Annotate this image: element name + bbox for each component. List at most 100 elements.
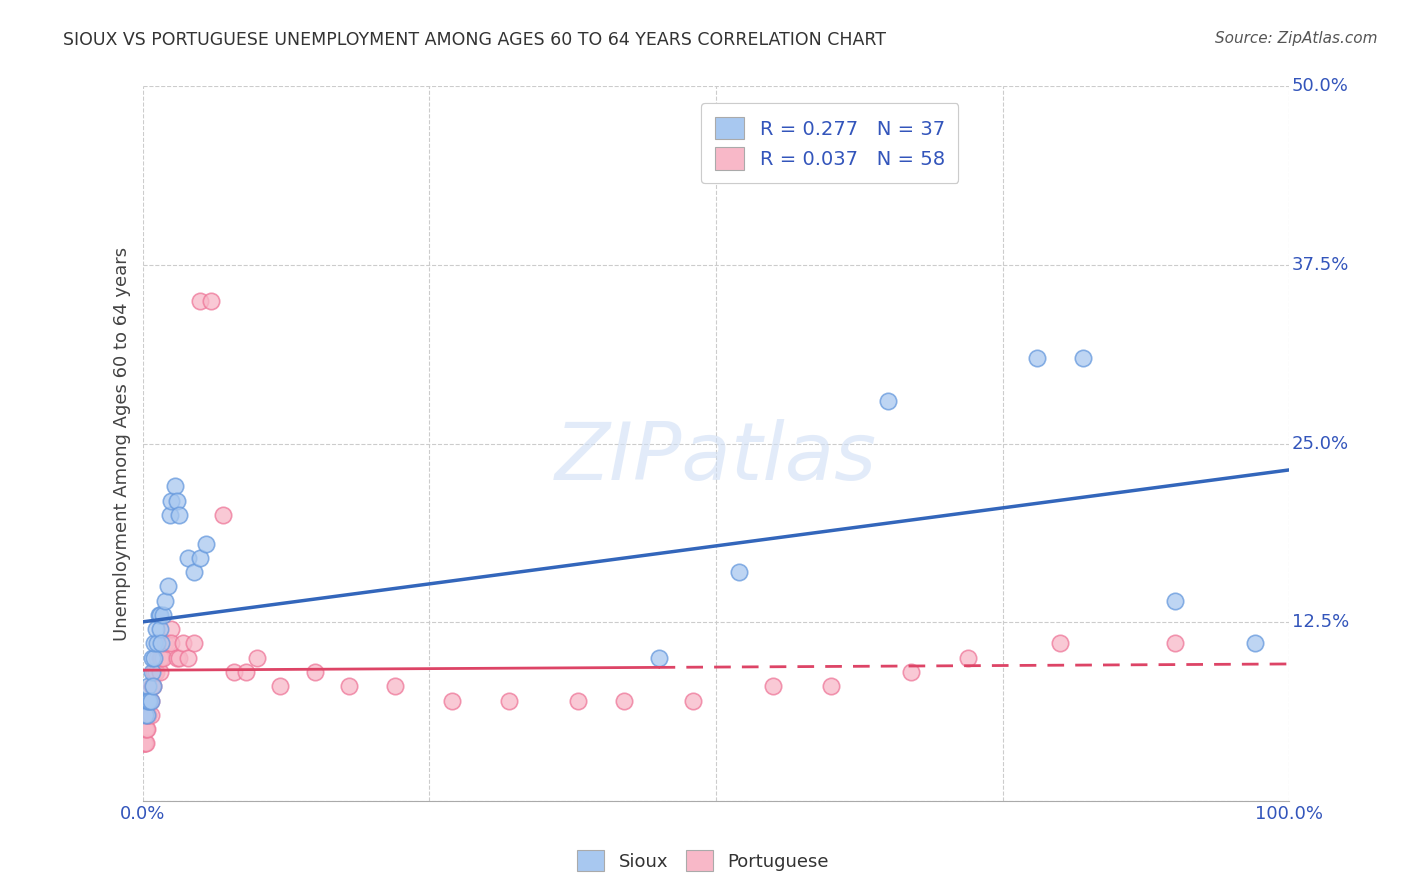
Point	[172, 636, 194, 650]
Point	[762, 679, 785, 693]
Point	[166, 650, 188, 665]
Point	[155, 636, 177, 650]
Point	[337, 679, 360, 693]
Point	[135, 693, 157, 707]
Point	[136, 707, 159, 722]
Point	[384, 679, 406, 693]
Point	[166, 493, 188, 508]
Legend: Sioux, Portuguese: Sioux, Portuguese	[569, 843, 837, 879]
Text: 12.5%: 12.5%	[1292, 613, 1348, 631]
Point	[141, 650, 163, 665]
Text: 25.0%: 25.0%	[1292, 434, 1348, 452]
Point	[647, 650, 669, 665]
Point	[246, 650, 269, 665]
Point	[149, 636, 172, 650]
Point	[304, 665, 326, 679]
Point	[143, 665, 166, 679]
Point	[177, 550, 200, 565]
Point	[194, 536, 217, 550]
Point	[136, 693, 159, 707]
Point	[134, 707, 156, 722]
Point	[156, 579, 179, 593]
Point	[188, 550, 211, 565]
Point	[177, 650, 200, 665]
Point	[188, 293, 211, 308]
Point	[877, 393, 900, 408]
Point	[142, 679, 165, 693]
Point	[163, 479, 186, 493]
Point	[441, 693, 464, 707]
Point	[145, 622, 167, 636]
Point	[139, 707, 162, 722]
Point	[820, 679, 842, 693]
Point	[143, 665, 166, 679]
Legend: R = 0.277   N = 37, R = 0.037   N = 58: R = 0.277 N = 37, R = 0.037 N = 58	[702, 103, 959, 183]
Point	[167, 508, 190, 522]
Point	[143, 636, 166, 650]
Point	[145, 665, 167, 679]
Point	[143, 650, 166, 665]
Point	[136, 693, 159, 707]
Point	[160, 636, 183, 650]
Point	[134, 737, 156, 751]
Point	[1163, 636, 1185, 650]
Point	[135, 722, 157, 736]
Point	[957, 650, 980, 665]
Text: SIOUX VS PORTUGUESE UNEMPLOYMENT AMONG AGES 60 TO 64 YEARS CORRELATION CHART: SIOUX VS PORTUGUESE UNEMPLOYMENT AMONG A…	[63, 31, 886, 49]
Point	[727, 565, 749, 579]
Point	[136, 707, 159, 722]
Point	[135, 722, 157, 736]
Point	[146, 650, 169, 665]
Point	[136, 707, 159, 722]
Point	[135, 737, 157, 751]
Point	[149, 622, 172, 636]
Point	[134, 722, 156, 736]
Point	[141, 665, 163, 679]
Point	[1049, 636, 1071, 650]
Point	[160, 622, 183, 636]
Point	[235, 665, 257, 679]
Point	[613, 693, 636, 707]
Point	[152, 607, 174, 622]
Point	[149, 650, 172, 665]
Point	[167, 650, 190, 665]
Point	[183, 636, 205, 650]
Point	[132, 737, 155, 751]
Point	[138, 693, 160, 707]
Point	[138, 693, 160, 707]
Point	[682, 693, 704, 707]
Point	[900, 665, 922, 679]
Point	[141, 679, 163, 693]
Point	[160, 493, 183, 508]
Point	[1071, 351, 1094, 365]
Point	[183, 565, 205, 579]
Point	[141, 679, 163, 693]
Point	[155, 593, 177, 607]
Point	[498, 693, 520, 707]
Point	[134, 722, 156, 736]
Y-axis label: Unemployment Among Ages 60 to 64 years: Unemployment Among Ages 60 to 64 years	[114, 246, 131, 640]
Point	[142, 679, 165, 693]
Point	[1163, 593, 1185, 607]
Text: 37.5%: 37.5%	[1292, 256, 1348, 274]
Point	[224, 665, 246, 679]
Point	[1026, 351, 1049, 365]
Point	[156, 636, 179, 650]
Point	[146, 636, 169, 650]
Point	[567, 693, 589, 707]
Point	[136, 722, 159, 736]
Point	[1244, 636, 1267, 650]
Point	[200, 293, 222, 308]
Point	[136, 707, 159, 722]
Point	[139, 693, 162, 707]
Text: Source: ZipAtlas.com: Source: ZipAtlas.com	[1215, 31, 1378, 46]
Point	[139, 693, 162, 707]
Text: 50.0%: 50.0%	[1292, 78, 1348, 95]
Point	[148, 607, 170, 622]
Point	[138, 693, 160, 707]
Point	[149, 665, 172, 679]
Point	[159, 508, 181, 522]
Point	[149, 650, 172, 665]
Point	[152, 650, 174, 665]
Point	[269, 679, 291, 693]
